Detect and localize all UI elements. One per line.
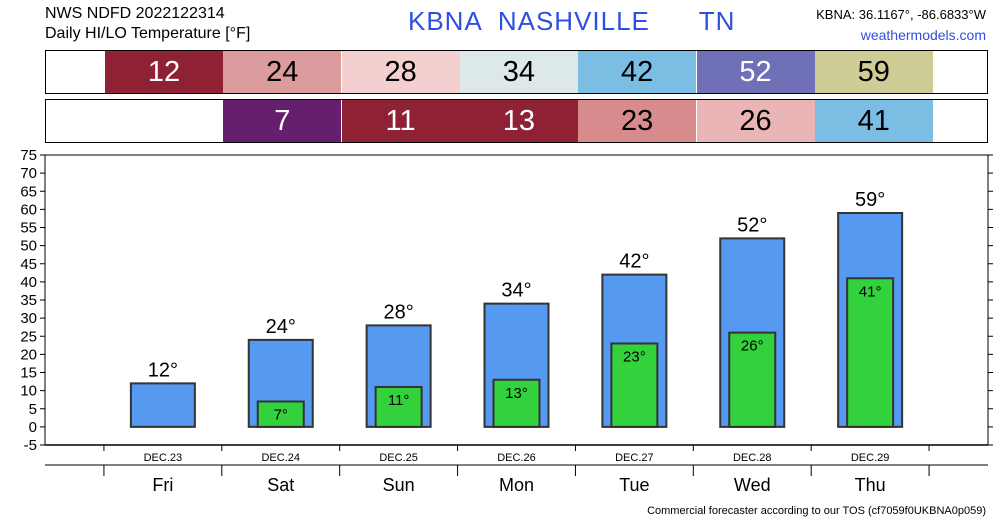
date-label: DEC.24: [261, 452, 300, 464]
day-label: Sat: [267, 475, 294, 495]
y-tick-label: -5: [24, 437, 37, 454]
y-tick-label: 15: [20, 365, 37, 382]
model-run-label: NWS NDFD 2022122314: [45, 5, 225, 22]
y-tick-label: 50: [20, 238, 37, 255]
site-link[interactable]: weathermodels.com: [860, 27, 986, 43]
y-tick-label: 60: [20, 201, 37, 218]
hi-temp-cell: 24: [223, 51, 342, 93]
day-label: Sun: [383, 475, 415, 495]
date-label: DEC.23: [144, 452, 183, 464]
hi-temp-cell: 42: [578, 51, 697, 93]
lo-bar: [728, 331, 777, 428]
lo-bar: [846, 277, 895, 428]
y-tick-label: 55: [20, 220, 37, 237]
hi-value-label: 34°: [501, 280, 531, 302]
hi-value-label: 24°: [266, 316, 296, 338]
date-label: DEC.29: [851, 452, 890, 464]
y-tick-label: 5: [29, 401, 37, 418]
lo-temp-cell: 11: [341, 100, 460, 142]
city-name: NASHVILLE: [497, 6, 650, 36]
lo-temperature-strip: 7 11 13 23 26 41: [45, 99, 988, 143]
lo-bar: [610, 342, 659, 428]
header-left: NWS NDFD 2022122314 Daily HI/LO Temperat…: [45, 4, 250, 44]
day-label: Wed: [734, 475, 771, 495]
hi-value-label: 59°: [855, 189, 885, 211]
day-label: Fri: [152, 475, 173, 495]
y-tick-label: 70: [20, 165, 37, 182]
y-tick-label: 65: [20, 183, 37, 200]
station-title: KBNA NASHVILLE TN: [408, 6, 735, 37]
lo-temp-cell: 23: [578, 100, 697, 142]
lo-bar: [374, 386, 423, 428]
hi-value-label: 28°: [384, 301, 414, 323]
lo-temp-cell: 13: [459, 100, 578, 142]
date-label: DEC.28: [733, 452, 772, 464]
lo-value-label: 7°: [274, 407, 288, 424]
hi-temp-cell: 12: [105, 51, 223, 93]
station-id: KBNA: [408, 6, 482, 36]
y-tick-label: 25: [20, 328, 37, 345]
station-coords: KBNA: 36.1167°, -86.6833°W: [816, 7, 986, 22]
state-name: TN: [698, 6, 736, 36]
lo-temp-cell: 26: [696, 100, 815, 142]
day-label: Mon: [499, 475, 534, 495]
hi-temp-cell: 34: [459, 51, 578, 93]
hi-temp-cell: 52: [696, 51, 815, 93]
lo-value-label: 41°: [859, 283, 882, 300]
y-tick-label: 0: [29, 419, 37, 436]
lo-bar: [492, 378, 541, 428]
footer-note: Commercial forecaster according to our T…: [647, 505, 986, 517]
hi-value-label: 12°: [148, 359, 178, 381]
hi-temperature-strip: 12 24 28 34 42 52 59: [45, 50, 988, 94]
day-label: Tue: [619, 475, 649, 495]
lo-value-label: 13°: [505, 385, 528, 402]
hi-temp-cell: 59: [814, 51, 933, 93]
product-label: Daily HI/LO Temperature [°F]: [45, 25, 251, 42]
y-tick-label: 30: [20, 310, 37, 327]
y-tick-label: 45: [20, 256, 37, 273]
hi-value-label: 52°: [737, 214, 767, 236]
lo-value-label: 23°: [623, 349, 646, 366]
lo-bar: [256, 400, 305, 428]
day-label: Thu: [855, 475, 886, 495]
lo-value-label: 26°: [741, 338, 764, 355]
lo-temp-cell: 7: [223, 100, 342, 142]
hi-bar: [129, 382, 196, 428]
date-label: DEC.25: [379, 452, 418, 464]
y-tick-label: 35: [20, 292, 37, 309]
lo-temp-cell: 41: [814, 100, 933, 142]
header-right: KBNA: 36.1167°, -86.6833°W weathermodels…: [816, 5, 986, 45]
y-tick-label: 40: [20, 274, 37, 291]
date-label: DEC.27: [615, 452, 654, 464]
y-tick-label: 10: [20, 383, 37, 400]
hi-temp-cell: 28: [341, 51, 460, 93]
lo-value-label: 11°: [388, 392, 410, 409]
hi-value-label: 42°: [619, 251, 649, 273]
y-tick-label: 75: [20, 147, 37, 164]
y-tick-label: 20: [20, 346, 37, 363]
date-label: DEC.26: [497, 452, 536, 464]
